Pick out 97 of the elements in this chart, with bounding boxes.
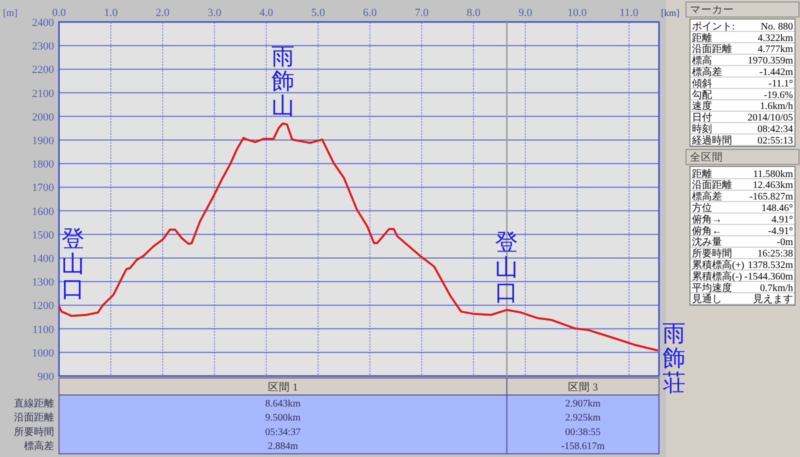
- x-tick-label: 4.0: [259, 7, 274, 19]
- text: 148.46°: [762, 203, 793, 214]
- text: 距離: [692, 168, 712, 180]
- y-tick-label: 1200: [32, 300, 54, 312]
- x-tick-label: 3.0: [208, 7, 222, 19]
- text: 全区間: [690, 151, 723, 164]
- x-tick-label: 8.0: [466, 7, 481, 19]
- annotation: 登山口: [62, 226, 84, 302]
- y-tick-label: 1000: [32, 347, 54, 360]
- text: 沿面距離: [14, 412, 54, 424]
- text: 11.580km: [753, 168, 794, 180]
- text: No. 880: [760, 21, 793, 32]
- text: 沿面距離: [692, 179, 732, 192]
- text: 累積標高(+): [692, 259, 744, 271]
- x-tick-label: 5.0: [311, 7, 326, 19]
- x-tick-label: 11.0: [620, 7, 639, 19]
- text: 8.643km: [265, 398, 301, 410]
- x-tick-label: 2.0: [156, 7, 170, 19]
- y-tick-label: 900: [38, 371, 54, 383]
- y-tick-label: 2300: [32, 40, 54, 53]
- text: 4.777km: [758, 44, 794, 56]
- y-tick-label: 2400: [32, 17, 54, 29]
- text: ポイント:: [692, 21, 735, 32]
- text: 1378.532m: [748, 260, 794, 271]
- y-tick-label: 1400: [32, 253, 54, 265]
- text: 9.500km: [265, 412, 301, 424]
- text: 累積標高(-): [692, 270, 742, 282]
- text: 直線距離: [14, 398, 54, 410]
- x-tick-label: 6.0: [363, 7, 378, 19]
- text: 4.91°: [772, 214, 793, 226]
- text: -19.6%: [764, 90, 793, 101]
- text: 16:25:38: [757, 248, 793, 260]
- text: 05:34:37: [265, 426, 301, 438]
- text: マーカー: [690, 5, 734, 16]
- text: -165.827m: [749, 192, 794, 203]
- text: 標高差: [692, 190, 722, 203]
- text: 沿面距離: [692, 43, 732, 56]
- text: 08:42:34: [757, 124, 793, 135]
- text: 02:55:13: [757, 135, 793, 146]
- x-tick-label: 7.0: [414, 7, 430, 19]
- text: 平均速度: [692, 282, 732, 294]
- annotation: 雨飾荘: [662, 320, 686, 397]
- y-tick-label: 1700: [32, 182, 54, 194]
- text: 俯角←: [692, 224, 722, 237]
- text: 0.7km/h: [760, 282, 793, 294]
- y-tick-label: 2100: [32, 88, 54, 100]
- text: -11.1°: [768, 78, 793, 90]
- y-tick-label: 1900: [32, 135, 54, 147]
- text: 4.322km: [758, 32, 794, 44]
- text: 所要時間: [14, 426, 54, 438]
- text: 経過時間: [691, 134, 732, 146]
- text: -0m: [776, 237, 794, 248]
- text: 2.907km: [565, 398, 601, 410]
- text: 俯角→: [692, 213, 722, 226]
- text: 12.463km: [752, 180, 794, 192]
- text: 速度: [692, 100, 712, 112]
- text: 沈み量: [692, 236, 722, 248]
- text: 標高: [692, 54, 712, 67]
- text: -1.442m: [759, 67, 794, 78]
- text: 標高差: [692, 66, 722, 78]
- text: -158.617m: [561, 441, 605, 452]
- text: 1970.359m: [748, 56, 794, 67]
- text: 距離: [692, 32, 712, 44]
- y-tick-label: 1800: [32, 158, 54, 171]
- text: 2.925km: [565, 412, 601, 424]
- x-tick-label: 10.0: [568, 7, 588, 19]
- text: 方位: [692, 202, 712, 214]
- x-tick-label: 0.0: [52, 7, 66, 19]
- annotation: 雨飾山: [271, 44, 294, 120]
- y-tick-label: 1500: [32, 229, 54, 242]
- text: 00:38:55: [565, 426, 601, 438]
- text: 勾配: [692, 88, 712, 101]
- text: 見えます: [753, 294, 793, 306]
- text: 時刻: [692, 123, 712, 135]
- x-tick-label: 1.0: [104, 7, 118, 19]
- line-series: [58, 122, 659, 352]
- y-axis-title: [m]: [3, 8, 18, 19]
- text: 区間 1: [268, 382, 298, 394]
- text: 傾斜: [692, 77, 712, 90]
- x-axis-title: [km]: [661, 9, 680, 19]
- annotation: 登山口: [495, 230, 518, 306]
- y-tick-label: 1300: [32, 276, 54, 289]
- y-tick-label: 2200: [32, 64, 54, 76]
- text: 所要時間: [692, 248, 732, 260]
- x-tick-label: 9.0: [518, 7, 533, 19]
- y-tick-label: 2000: [32, 111, 54, 124]
- text: 標高差: [24, 440, 54, 452]
- text: -4.91°: [768, 226, 793, 237]
- text: 1.6km/h: [760, 101, 793, 112]
- text: 見通し: [692, 293, 722, 306]
- y-tick-label: 1600: [32, 206, 54, 218]
- text: 区間 3: [568, 382, 598, 394]
- text: 2014/10/05: [747, 112, 793, 124]
- text: 日付: [692, 112, 712, 124]
- text: 2.884m: [268, 441, 298, 452]
- text: -1544.360m: [744, 271, 794, 282]
- y-tick-label: 1100: [32, 324, 54, 336]
